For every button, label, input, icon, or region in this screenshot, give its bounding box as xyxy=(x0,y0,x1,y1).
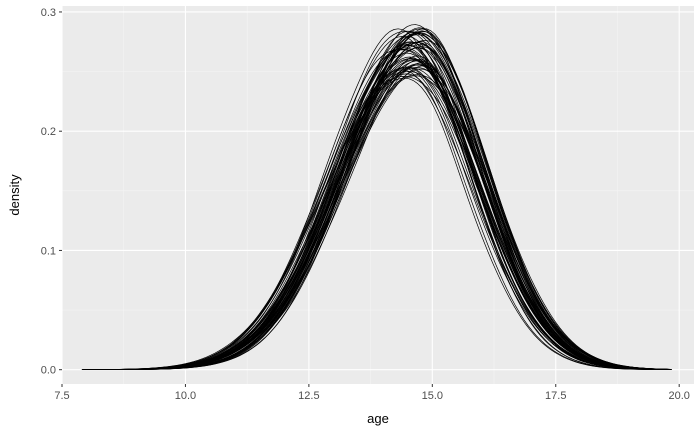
x-tick-label: 17.5 xyxy=(545,390,566,402)
density-line xyxy=(85,30,672,371)
y-axis-title: density xyxy=(7,174,22,216)
density-line xyxy=(84,58,670,371)
density-line xyxy=(85,48,670,370)
y-axis: 0.0 0.1 0.2 0.3 xyxy=(41,7,62,377)
x-axis-title: age xyxy=(367,411,389,426)
x-tick-label: 12.5 xyxy=(298,390,319,402)
x-tick-label: 20.0 xyxy=(668,390,689,402)
y-tick-label: 0.3 xyxy=(41,7,56,19)
plot-panel xyxy=(62,6,694,384)
x-tick-label: 10.0 xyxy=(175,390,196,402)
x-tick-label: 7.5 xyxy=(54,390,69,402)
y-tick-label: 0.0 xyxy=(41,365,56,377)
density-line xyxy=(82,46,671,371)
x-tick-label: 15.0 xyxy=(422,390,443,402)
x-axis: 7.5 10.0 12.5 15.0 17.5 20.0 xyxy=(54,384,690,402)
y-tick-label: 0.1 xyxy=(41,245,56,257)
y-tick-label: 0.2 xyxy=(41,126,56,138)
density-series-group xyxy=(81,24,672,371)
